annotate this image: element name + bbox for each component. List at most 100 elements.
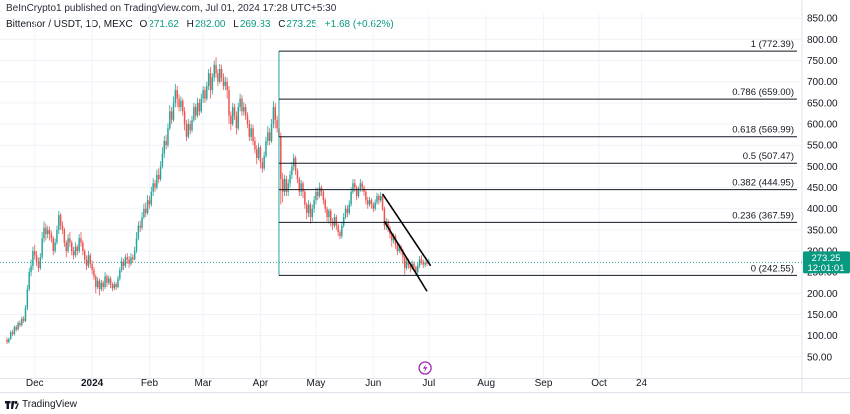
candle-body [387,221,389,228]
candle-body [389,227,391,235]
candle-body [416,265,419,273]
candle-body [71,242,73,252]
candle-body [46,229,49,235]
candle-body [418,259,421,266]
candle-body [198,102,201,112]
candle-body [411,263,413,268]
fib-level-label: 0.236 (367.59) [732,210,794,221]
candle-body [34,251,36,256]
candle-body [176,90,178,99]
candle-body [365,191,367,201]
candle-body [374,202,376,209]
candle-body [161,153,164,167]
candle-body [96,280,99,287]
candle-body [194,107,197,116]
candle-body [135,238,138,252]
candle-body [104,276,106,287]
candle-body [317,191,319,196]
candle-body [339,231,341,237]
candle-body [169,111,171,129]
y-tick-label: 850.00 [807,14,838,25]
candle-body [228,90,230,116]
candle-body [346,208,349,213]
candle-body [248,124,251,137]
candle-body [78,238,80,252]
candle-body [145,208,147,213]
candle-body [163,140,165,154]
candle-body [355,187,358,196]
candle-body [352,183,354,192]
candle-body [324,200,326,209]
candle-body [293,157,295,167]
y-tick-label: 700.00 [807,77,838,88]
candle-body [261,162,264,169]
candle-body [72,251,75,256]
candle-body [391,234,393,241]
candle-body [15,327,17,330]
y-tick-label: 750.00 [807,56,838,67]
symbol-name[interactable]: Bittensor / USDT, 1D, MEXC [6,19,133,30]
candle-body [193,107,195,120]
publisher-line: BeInCrypto1 published on TradingView.com… [6,3,337,14]
candle-body [272,107,275,125]
candle-body [215,64,217,74]
candle-body [378,196,380,201]
candle-body [254,140,256,150]
candle-body [130,257,132,264]
candle-body [178,98,180,108]
candle-body [357,189,360,196]
candle-body [154,183,156,188]
candle-body [28,272,30,290]
candle-body [348,204,350,213]
y-tick-label: 650.00 [807,98,838,109]
candle-body [148,200,151,205]
candle-body [13,327,16,334]
candle-body [409,264,412,268]
candle-body [222,77,225,86]
fib-level-label: 0.5 (507.47) [743,151,794,162]
candle-body [159,166,162,180]
candle-body [331,221,334,226]
candle-body [305,204,308,213]
candle-body [115,284,117,287]
event-marker-icon [418,361,432,375]
candle-body [196,102,199,116]
candle-body [35,255,38,262]
candle-body [379,196,382,201]
candle-body [19,322,21,326]
candle-body [185,124,188,137]
tradingview-logo-text: TradingView [22,399,78,410]
candle-body [174,90,177,103]
candle-body [21,318,23,326]
candle-body [39,257,42,268]
candle-body [48,229,51,235]
open-label: O [139,19,148,30]
x-tick-label: Oct [591,378,607,389]
countdown-value: 12:01:01 [808,263,845,274]
candle-body [354,183,356,188]
candle-body [394,236,397,245]
candle-body [289,174,291,184]
candle-body [281,179,284,192]
candle-body [133,251,136,260]
candle-body [137,225,140,239]
candle-body [109,278,112,285]
candle-body [368,200,371,205]
candle-body [311,208,313,218]
candle-body [50,234,53,239]
close-value: 273.25 [286,19,318,30]
candle-body [146,200,149,213]
fib-level-label: 0.618 (569.99) [732,125,794,136]
candle-body [74,246,77,256]
high-label: H [186,19,194,30]
tradingview-footer[interactable]: TradingView [5,399,77,410]
candle-body [270,124,273,141]
y-tick-label: 600.00 [807,120,838,131]
candle-body [413,263,415,268]
candle-body [402,251,404,258]
candle-body [182,100,184,112]
candle-body [383,208,386,226]
candle-body [156,174,158,188]
candle-body [287,183,289,192]
